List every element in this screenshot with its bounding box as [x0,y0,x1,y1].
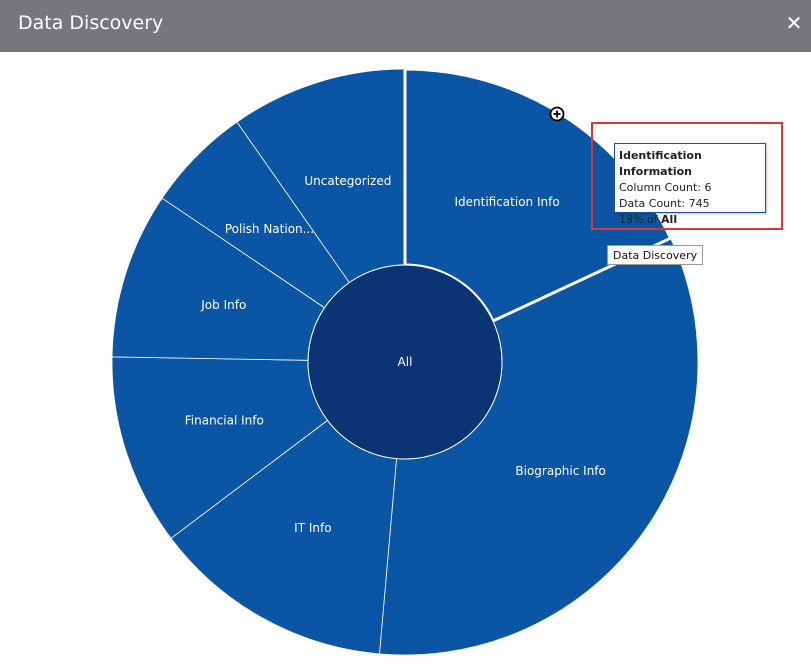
window-title: Data Discovery [18,12,164,34]
slice-tooltip: Identification Information Column Count:… [614,143,766,226]
slice-label: Job Info [200,298,246,312]
slice-label: Identification Info [454,195,559,209]
slice-label: Biographic Info [515,464,606,478]
tooltip-column-count: Column Count: 6 [619,181,712,194]
zoom-in-cursor-icon [549,106,565,122]
center-label: All [398,355,413,369]
close-icon[interactable]: ✕ [785,11,803,35]
title-bar: Data Discovery ✕ [0,0,811,52]
slice-label: Financial Info [185,414,264,428]
center-segment-all[interactable] [307,264,503,460]
slice-label: Uncategorized [304,174,391,188]
slice-label: Polish Nation... [225,222,314,236]
slice-label: IT Info [294,521,331,535]
tooltip-title: Identification Information [619,149,702,178]
tooltip-percent: 18% of All [619,213,678,226]
hover-tooltip: Data Discovery [607,245,704,265]
tooltip-data-count: Data Count: 745 [619,197,710,210]
sunburst-chart: Identification Info Biographic Info IT Inf… [111,67,699,656]
